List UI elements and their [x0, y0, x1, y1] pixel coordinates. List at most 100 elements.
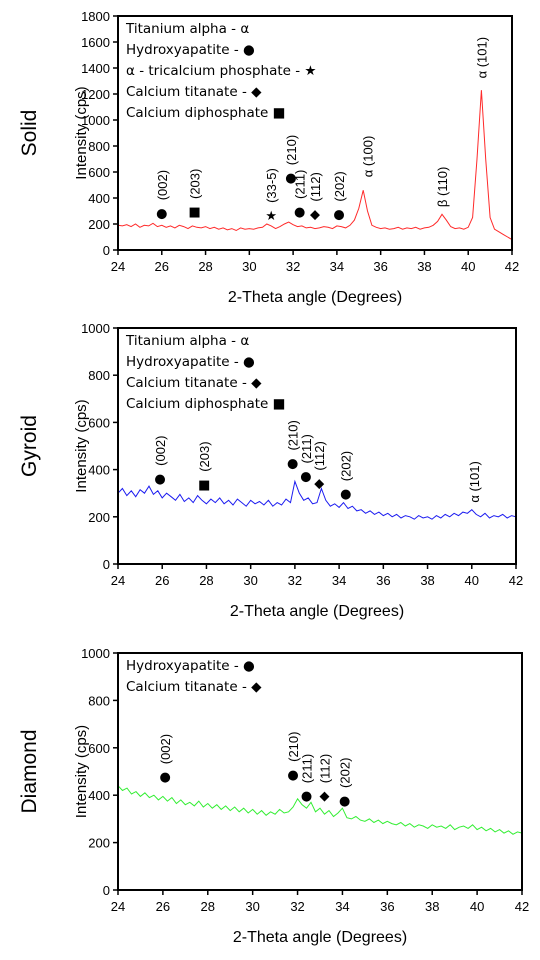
- peak-marker: ■: [188, 205, 200, 220]
- legend-entry: α - tricalcium phosphate - ★: [126, 63, 317, 79]
- peak-label: (002): [158, 734, 173, 764]
- y-tick-label: 800: [88, 139, 110, 154]
- peak-marker: ◆: [314, 477, 324, 492]
- peak-marker: ■: [198, 478, 210, 493]
- peak-marker: ★: [265, 209, 277, 224]
- x-tick-label: 34: [332, 573, 346, 588]
- x-tick-label: 28: [198, 259, 212, 274]
- panel-label: Diamond: [18, 729, 41, 813]
- peak-label: (203): [197, 441, 212, 471]
- y-tick-label: 600: [88, 415, 110, 430]
- y-tick-label: 1000: [81, 113, 110, 128]
- x-tick-label: 38: [420, 573, 434, 588]
- y-tick-label: 200: [88, 510, 110, 525]
- x-tick-label: 36: [373, 259, 387, 274]
- peak-label: (210): [286, 732, 301, 762]
- x-tick-label: 36: [376, 573, 390, 588]
- x-tick-label: 30: [243, 573, 257, 588]
- peak-marker: ●: [287, 768, 298, 783]
- y-tick-label: 0: [103, 243, 110, 258]
- x-tick-label: 42: [505, 259, 519, 274]
- y-tick-label: 1000: [81, 646, 110, 661]
- panel-label: Solid: [18, 110, 41, 157]
- peak-marker: ●: [159, 770, 170, 785]
- x-tick-label: 32: [290, 899, 304, 914]
- y-axis-title: Intensity (cps): [73, 725, 90, 818]
- x-tick-label: 38: [417, 259, 431, 274]
- peak-label: α (101): [467, 461, 482, 502]
- peak-marker: ●: [301, 789, 312, 804]
- y-tick-label: 800: [88, 368, 110, 383]
- peak-label: (112): [308, 172, 323, 201]
- y-axis-title: Intensity (cps): [73, 399, 90, 492]
- x-tick-label: 26: [155, 573, 169, 588]
- x-tick-label: 24: [111, 573, 125, 588]
- legend-entry: Calcium diphosphate ■: [126, 396, 285, 412]
- peak-marker: ●: [294, 205, 305, 220]
- peak-marker: ●: [339, 794, 350, 809]
- y-tick-label: 400: [88, 191, 110, 206]
- x-tick-label: 36: [380, 899, 394, 914]
- peak-label: (112): [312, 441, 327, 470]
- plot-frame: [117, 15, 513, 251]
- legend-entry: Calcium titanate - ◆: [126, 84, 262, 100]
- x-tick-label: 38: [425, 899, 439, 914]
- peak-label: α (101): [474, 37, 489, 78]
- peak-label: (211): [300, 754, 315, 783]
- peak-marker: ●: [285, 171, 296, 186]
- y-tick-label: 1400: [81, 61, 110, 76]
- peak-marker: ●: [156, 206, 167, 221]
- peak-label: (202): [338, 758, 353, 788]
- peak-label: (202): [332, 171, 347, 201]
- x-tick-label: 28: [199, 573, 213, 588]
- x-tick-label: 28: [201, 899, 215, 914]
- x-tick-label: 32: [286, 259, 300, 274]
- x-axis-title: 2-Theta angle (Degrees): [233, 929, 407, 946]
- x-tick-label: 30: [245, 899, 259, 914]
- y-tick-label: 1600: [81, 35, 110, 50]
- peak-marker: ●: [154, 472, 165, 487]
- y-tick-label: 400: [88, 463, 110, 478]
- y-tick-label: 600: [88, 165, 110, 180]
- x-tick-label: 34: [330, 259, 344, 274]
- peak-label: α (100): [361, 136, 376, 177]
- data-line: [117, 90, 513, 241]
- x-tick-label: 40: [461, 259, 475, 274]
- legend-entry: Hydroxyapatite - ●: [126, 658, 255, 674]
- x-tick-label: 30: [242, 259, 256, 274]
- legend-entry: Calcium diphosphate ■: [126, 105, 285, 121]
- peak-label: (112): [317, 754, 332, 783]
- x-tick-label: 26: [156, 899, 170, 914]
- peak-label: (202): [339, 451, 354, 481]
- peak-marker: ●: [300, 470, 311, 485]
- x-tick-label: 40: [470, 899, 484, 914]
- y-tick-label: 600: [88, 741, 110, 756]
- legend-entry: Hydroxyapatite - ●: [126, 42, 255, 58]
- peak-label: β (110): [435, 167, 450, 207]
- legend-entry: Calcium titanate - ◆: [126, 375, 262, 391]
- peak-marker: ◆: [319, 789, 329, 804]
- y-tick-label: 1800: [81, 9, 110, 24]
- x-tick-label: 24: [111, 259, 125, 274]
- x-axis-title: 2-Theta angle (Degrees): [230, 603, 404, 620]
- peak-label: (211): [293, 170, 308, 199]
- peak-label: (33-5): [264, 168, 279, 203]
- legend-entry: Hydroxyapatite - ●: [126, 354, 255, 370]
- peak-marker: ●: [340, 487, 351, 502]
- y-tick-label: 800: [88, 693, 110, 708]
- x-axis-title: 2-Theta angle (Degrees): [228, 289, 402, 306]
- y-axis-title: Intensity (cps): [73, 86, 90, 179]
- peak-marker: ●: [287, 457, 298, 472]
- peak-label: (203): [188, 169, 203, 199]
- x-tick-label: 26: [155, 259, 169, 274]
- legend-entry: Calcium titanate - ◆: [126, 679, 262, 695]
- x-tick-label: 40: [465, 573, 479, 588]
- plot-frame: [117, 652, 523, 891]
- y-tick-label: 400: [88, 788, 110, 803]
- peak-label: (002): [155, 170, 170, 200]
- peak-marker: ●: [333, 208, 344, 223]
- x-tick-label: 42: [509, 573, 523, 588]
- peak-label: (210): [286, 420, 301, 450]
- peak-label: (002): [153, 436, 168, 466]
